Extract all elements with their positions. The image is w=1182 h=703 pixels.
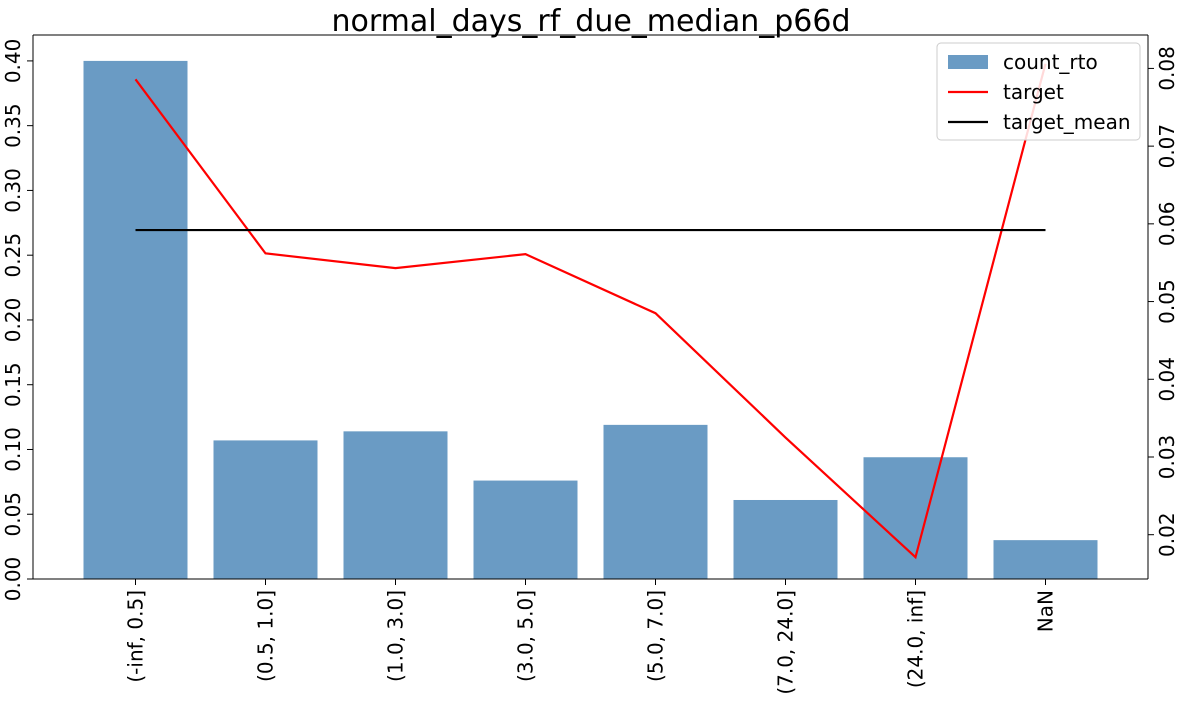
axes-group: 0.00 0.05 0.10 0.15 0.20 0.25 0.30 0.35 0.40 0.02… [1,34,1179,695]
y-right-tick-label-5: 0.07 [1155,124,1179,169]
x-tick-label-4: (5.0, 7.0] [644,590,668,682]
x-tick-label-0: (-inf, 0.5] [124,590,148,683]
bar-count_rto-4 [603,424,708,579]
legend-label-target_mean: target_mean [1003,110,1131,134]
legend-label-count_rto: count_rto [1003,50,1098,74]
chart-title: normal_days_rf_due_median_p66d [331,4,850,39]
bar-count_rto-7 [993,540,1098,579]
legend-swatch-count_rto [948,55,988,69]
x-tick-label-3: (3.0, 5.0] [514,590,538,682]
y-left-tick-label-1: 0.05 [1,492,25,537]
y-right-tick-label-3: 0.05 [1155,279,1179,324]
y-left-tick-label-4: 0.20 [1,298,25,343]
y-right-tick-label-6: 0.08 [1155,46,1179,91]
line-target [134,63,1047,560]
y-left-tick-label-6: 0.30 [1,168,25,213]
y-left-tick-label-5: 0.25 [1,233,25,278]
bar-count_rto-3 [473,480,578,579]
y-left-tick-label-7: 0.35 [1,103,25,148]
y-right-tick-label-4: 0.06 [1155,202,1179,247]
y-right-tick-label-1: 0.03 [1155,435,1179,480]
legend-label-target: target [1003,80,1064,104]
y-left-tick-label-0: 0.00 [1,557,25,602]
x-tick-label-7: NaN [1034,590,1058,632]
bar-count_rto-1 [213,440,318,579]
x-tick-label-1: (0.5, 1.0] [254,590,278,682]
bars-group [83,60,1098,579]
bar-count_rto-5 [733,499,838,579]
y-right-tick-label-0: 0.02 [1155,512,1179,557]
x-tick-label-5: (7.0, 24.0] [774,590,798,695]
y-left-tick-label-8: 0.40 [1,39,25,84]
bar-count_rto-0 [83,60,188,579]
bar-count_rto-6 [863,457,968,579]
y-left-tick-label-2: 0.10 [1,427,25,472]
y-left-tick-label-3: 0.15 [1,362,25,407]
bar-count_rto-2 [343,431,448,579]
y-right-tick-label-2: 0.04 [1155,357,1179,402]
x-tick-label-6: (24.0, inf] [904,590,928,688]
x-tick-label-2: (1.0, 3.0] [384,590,408,682]
lines-group [134,63,1047,560]
